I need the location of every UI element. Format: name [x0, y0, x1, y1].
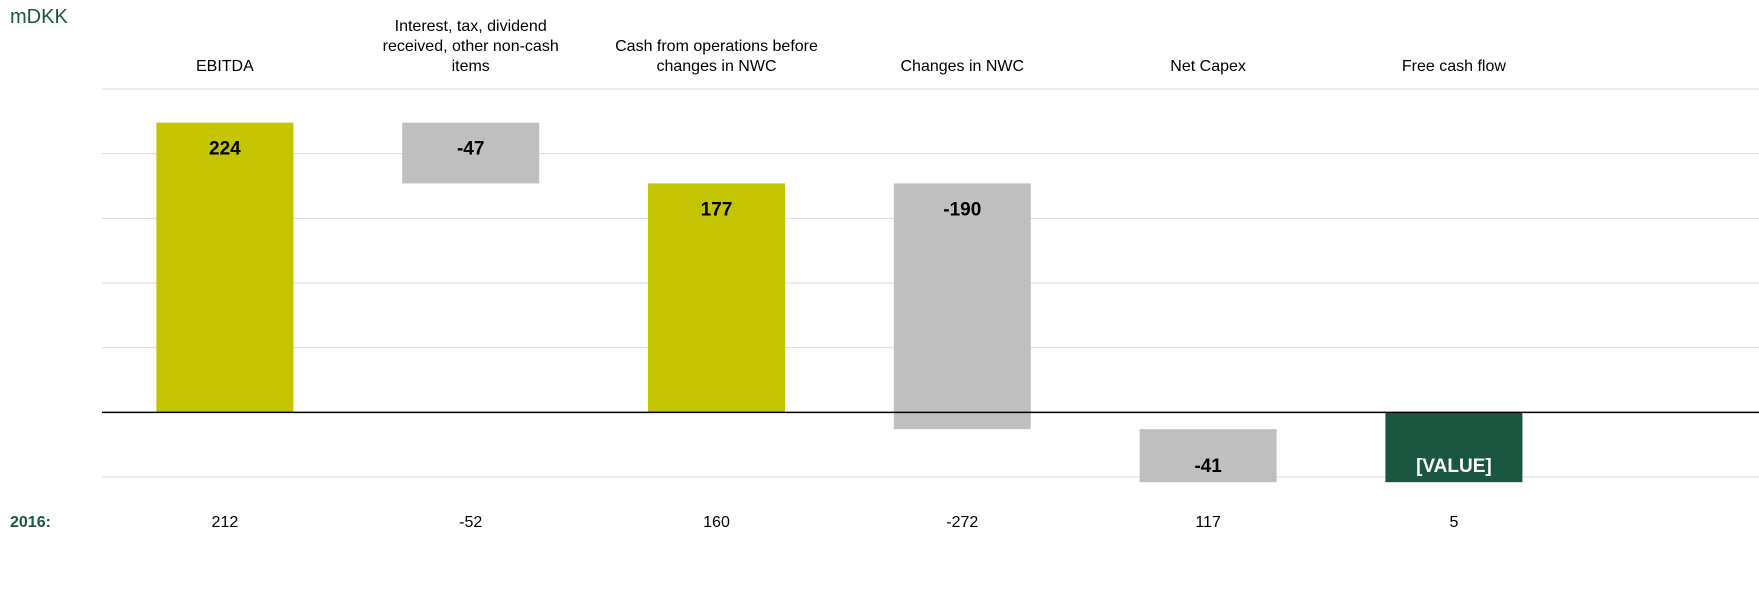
bar: [648, 183, 785, 413]
value-label: 224: [209, 139, 241, 160]
category-label: Interest, tax, dividend received, other …: [382, 18, 559, 75]
value-label: 177: [701, 199, 733, 220]
comparison-value: 212: [212, 514, 239, 531]
category-label: Free cash flow: [1401, 58, 1506, 75]
value-label: -190: [943, 199, 981, 220]
value-label: -47: [457, 139, 484, 160]
value-label: [VALUE]: [1416, 456, 1492, 477]
category-label: Net Capex: [1170, 58, 1246, 75]
comparison-value: -272: [946, 514, 978, 531]
category-label: EBITDA: [195, 58, 254, 75]
bar: [1385, 412, 1523, 483]
comparison-value: 160: [703, 514, 730, 531]
unit-label: mDKK: [10, 6, 68, 28]
category-label: Changes in NWC: [900, 58, 1025, 75]
bar: [1139, 429, 1277, 483]
value-label: -41: [1194, 456, 1222, 477]
comparison-value: 5: [1449, 514, 1458, 531]
comparison-value: 117: [1195, 514, 1221, 531]
bar: [402, 122, 540, 184]
bar: [156, 122, 294, 413]
category-label: Cash from operations before changes in N…: [615, 38, 818, 75]
comparison-label: 2016:: [10, 514, 51, 531]
comparison-value: -52: [459, 514, 482, 531]
bar: [893, 183, 1031, 430]
